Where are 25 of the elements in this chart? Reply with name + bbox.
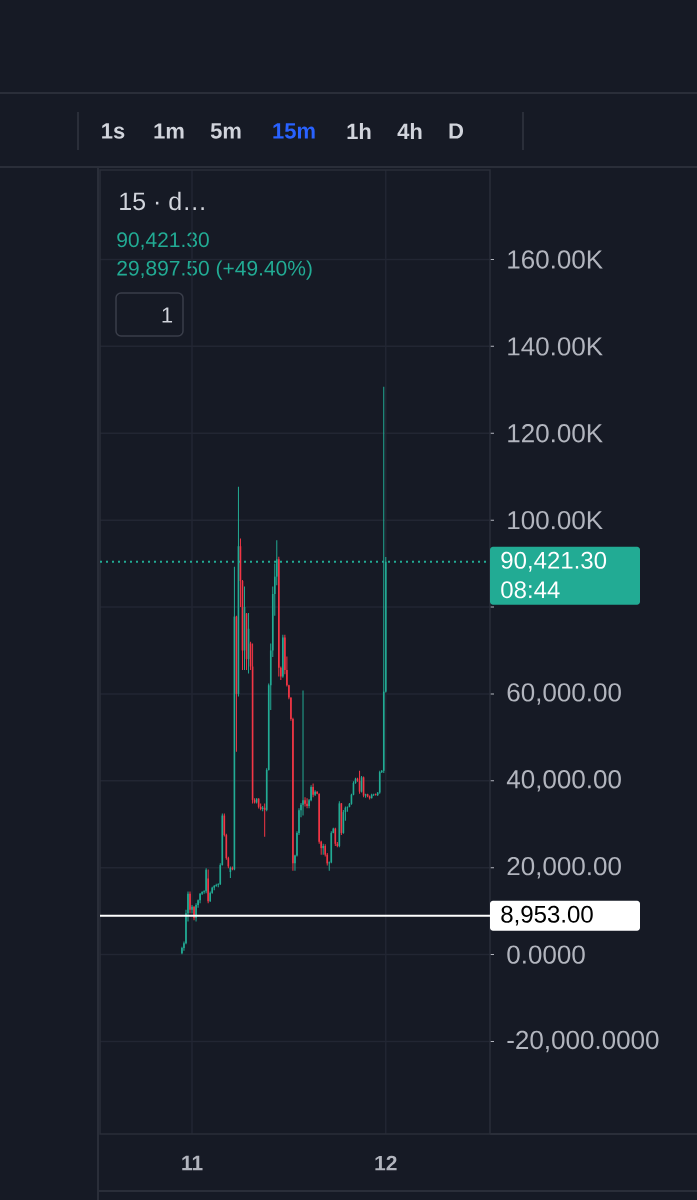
- text: 5m: [210, 123, 241, 139]
- text: 1s: [102, 123, 125, 139]
- text: 08:44: [501, 581, 560, 599]
- ref-line-label: 90,421.30: [501, 551, 607, 572]
- y-tick-label: 20,000.00: [507, 856, 621, 879]
- y-tick-label: 0.0000: [507, 945, 585, 964]
- y-tick-label: 100.00K: [508, 510, 603, 530]
- y-tick-label: 160.00K: [508, 250, 603, 269]
- text: 1h: [347, 123, 371, 139]
- text: 15 · d…: [120, 191, 204, 211]
- x-tick-label: 12: [375, 1155, 397, 1171]
- ref-line-label: 8,953.00: [501, 905, 593, 926]
- text: 4h: [397, 123, 422, 139]
- text: 15m: [273, 123, 315, 139]
- y-tick-label: 60,000.00: [507, 683, 621, 705]
- annotation: 90,421.30: [117, 232, 209, 250]
- y-tick-label: 40,000.00: [506, 770, 621, 792]
- x-tick-label: 11: [182, 1155, 203, 1171]
- text: D: [449, 123, 464, 139]
- annotation: 1: [162, 307, 173, 323]
- y-tick-label: 120.00K: [508, 424, 603, 443]
- y-tick-label: -20,000.0000: [507, 1030, 659, 1053]
- text: 1m: [154, 123, 184, 139]
- annotation: 29,897.50 (+49.40%): [117, 260, 312, 280]
- y-tick-label: 140.00K: [508, 337, 603, 356]
